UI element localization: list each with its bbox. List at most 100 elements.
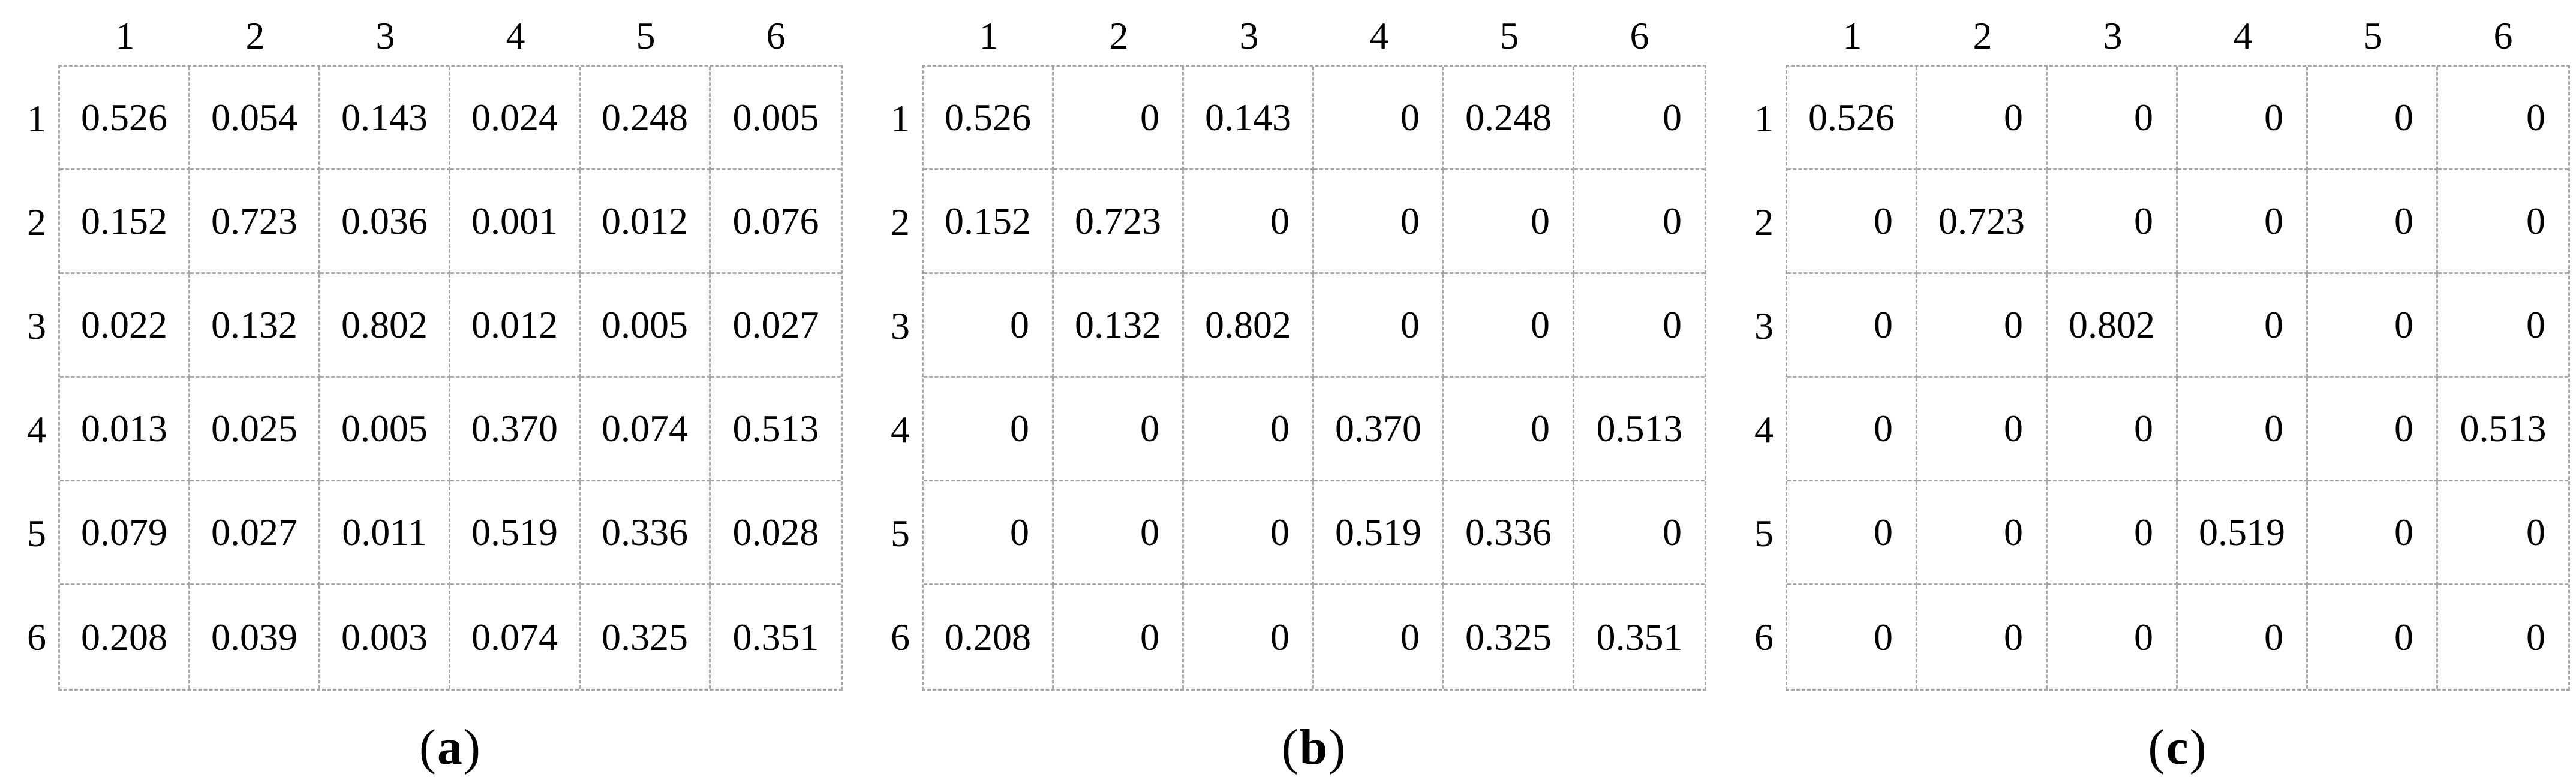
matrix-cell: 0.011 xyxy=(320,481,450,585)
matrix-cell: 0 xyxy=(924,274,1054,378)
matrix-cell: 0.802 xyxy=(1184,274,1314,378)
matrix-cell: 0.003 xyxy=(320,585,450,689)
row-header-column: 1 2 3 4 5 6 xyxy=(15,65,58,691)
matrix-cell: 0 xyxy=(1917,67,2048,170)
matrix-cell: 0.351 xyxy=(1596,615,1683,658)
matrix-grid: 0.526 0.054 0.143 0.024 0.248 0.005 0.152 0.723… xyxy=(58,65,843,691)
column-header: 3 xyxy=(2103,14,2123,57)
row-header: 6 xyxy=(27,615,46,658)
matrix-cell: 0 xyxy=(1184,378,1314,481)
panel-label-row: (b) xyxy=(922,718,1706,776)
matrix-cell: 0 xyxy=(1917,274,2048,378)
matrix-cell: 0 xyxy=(2178,274,2308,378)
matrix-cell: 0 xyxy=(2178,378,2308,481)
matrix-cell: 0 xyxy=(2178,67,2308,170)
column-header: 4 xyxy=(2233,14,2253,57)
matrix-cell: 0.513 xyxy=(2438,378,2568,481)
matrix-cell: 0.336 xyxy=(1444,481,1574,585)
matrix-cell: 0 xyxy=(1787,585,1917,689)
row-header-column: 1 2 3 4 5 6 xyxy=(879,65,922,691)
matrix-cell: 0 xyxy=(2048,67,2178,170)
matrix-grid: 0.526 0 0.143 0 0.248 0 0.152 0.723 0 0 0 0 0 0.132 0.… xyxy=(922,65,1706,691)
matrix-cell: 0.723 xyxy=(1054,170,1184,274)
column-header: 2 xyxy=(1109,14,1129,57)
table-wrap: 1 2 3 4 5 6 0.526 0.054 0.143 0.024 0.248 0.005 0.15… xyxy=(15,65,843,691)
paren-open: ( xyxy=(419,719,437,775)
matrix-cell: 0 xyxy=(1444,378,1574,481)
matrix-cell: 0 xyxy=(1054,481,1184,585)
matrix-cell: 0.022 xyxy=(60,274,190,378)
corner-spacer xyxy=(880,7,924,65)
matrix-cell: 0.526 xyxy=(1787,67,1917,170)
paren-close: ) xyxy=(464,719,482,775)
matrix-cell: 0 xyxy=(2308,378,2438,481)
matrix-cell: 0 xyxy=(1054,585,1184,689)
matrix-cell: 0.132 xyxy=(1054,274,1184,378)
matrix-cell: 0.519 xyxy=(450,481,581,585)
matrix-cell: 0 xyxy=(2308,585,2438,689)
matrix-cell: 0 xyxy=(1444,170,1574,274)
column-header-row: 1 2 3 4 5 6 xyxy=(1744,7,2570,65)
row-header: 2 xyxy=(891,200,910,243)
matrix-cell: 0 xyxy=(1314,585,1444,689)
matrix-cell: 0.054 xyxy=(190,67,320,170)
matrix-cell: 0 xyxy=(2048,585,2178,689)
matrix-cell: 0.513 xyxy=(1574,378,1705,481)
matrix-cell: 0.005 xyxy=(320,378,450,481)
column-header-row: 1 2 3 4 5 6 xyxy=(880,7,1706,65)
matrix-cell: 0 xyxy=(2178,170,2308,274)
corner-spacer xyxy=(17,7,60,65)
matrix-cell: 0.370 xyxy=(1314,378,1444,481)
matrix-cell: 0 xyxy=(1054,378,1184,481)
matrix-cell: 0 xyxy=(1917,585,2048,689)
matrix-cell: 0.513 xyxy=(711,378,841,481)
matrix-cell: 0.024 xyxy=(450,67,581,170)
column-header: 5 xyxy=(1499,14,1519,57)
column-header-row: 1 2 3 4 5 6 xyxy=(17,7,843,65)
matrix-cell: 0 xyxy=(1574,274,1705,378)
row-header: 4 xyxy=(891,408,910,451)
matrix-cell: 0.370 xyxy=(450,378,581,481)
matrix-cell: 0 xyxy=(2308,170,2438,274)
matrix-cell: 0 xyxy=(1574,67,1705,170)
column-header: 5 xyxy=(2363,14,2383,57)
matrix-cell: 0.802 xyxy=(320,274,450,378)
row-header: 3 xyxy=(27,304,46,347)
matrix-cell: 0.001 xyxy=(450,170,581,274)
paren-open: ( xyxy=(2148,719,2166,775)
matrix-cell: 0 xyxy=(1917,378,2048,481)
matrix-cell: 0.336 xyxy=(581,481,711,585)
row-header: 5 xyxy=(1754,511,1774,555)
matrix-cell: 0 xyxy=(2048,170,2178,274)
matrix-cell: 0.012 xyxy=(581,170,711,274)
panel-label: (b) xyxy=(1282,718,1347,776)
matrix-cell: 0 xyxy=(2526,615,2545,658)
matrix-cell: 0.723 xyxy=(190,170,320,274)
row-header: 3 xyxy=(1754,304,1774,347)
matrix-cell: 0.012 xyxy=(450,274,581,378)
column-header: 3 xyxy=(375,14,395,57)
matrix-cell: 0.519 xyxy=(2178,481,2308,585)
matrix-cell: 0 xyxy=(2308,481,2438,585)
matrix-cell: 0.248 xyxy=(581,67,711,170)
matrix-panel-a: 1 2 3 4 5 6 1 2 3 4 5 6 0.526 0.054 0.143 0.024 0.248 0.0… xyxy=(15,7,843,776)
matrix-cell: 0 xyxy=(2438,274,2568,378)
matrix-cell: 0 xyxy=(2048,481,2178,585)
matrix-cell: 0.039 xyxy=(190,585,320,689)
matrix-cell: 0 xyxy=(1054,67,1184,170)
matrix-cell: 0 xyxy=(1184,585,1314,689)
matrix-cell: 0 xyxy=(1314,67,1444,170)
matrix-cell: 0.013 xyxy=(60,378,190,481)
matrix-cell: 0 xyxy=(2438,170,2568,274)
column-header: 6 xyxy=(766,14,786,57)
matrix-cell: 0.143 xyxy=(320,67,450,170)
panel-label-row: (a) xyxy=(58,718,843,776)
row-header: 1 xyxy=(1754,97,1774,140)
matrix-cell: 0.074 xyxy=(450,585,581,689)
matrix-cell: 0 xyxy=(1184,170,1314,274)
row-header: 5 xyxy=(27,511,46,555)
paren-open: ( xyxy=(1281,719,1300,775)
matrix-cell: 0 xyxy=(2308,67,2438,170)
row-header: 4 xyxy=(1754,408,1774,451)
